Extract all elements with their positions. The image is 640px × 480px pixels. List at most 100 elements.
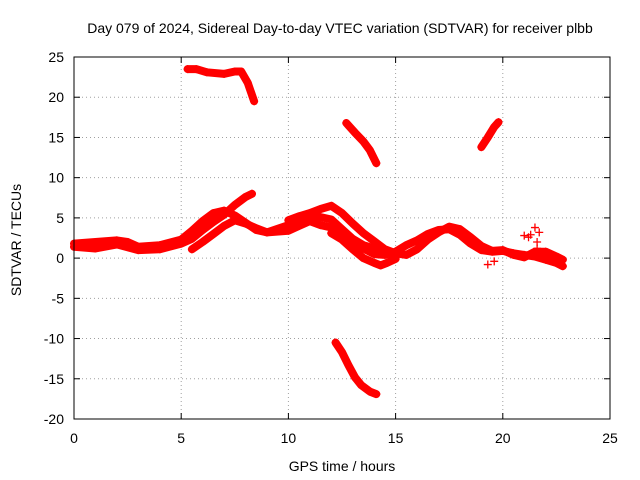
data-point: [466, 233, 475, 242]
data-point: [220, 221, 229, 230]
data-point: [192, 65, 201, 74]
data-point: [526, 230, 535, 239]
y-axis-label: SDTVAR / TECUs: [8, 184, 24, 296]
data-point: [391, 254, 400, 263]
data-point: [455, 225, 464, 234]
data-point: [183, 65, 192, 74]
y-tick-label: 15: [48, 129, 64, 145]
data-point: [327, 215, 336, 224]
data-point: [477, 143, 486, 152]
data-point: [376, 261, 385, 270]
y-tick-label: -20: [44, 411, 64, 427]
data-point: [402, 241, 411, 250]
data-point: [483, 260, 492, 269]
y-tick-label: 25: [48, 49, 64, 65]
data-point: [338, 348, 346, 357]
data-point: [344, 361, 353, 370]
data-point: [383, 258, 392, 267]
data-point: [112, 240, 121, 249]
data-point: [305, 217, 314, 226]
data-point: [498, 246, 507, 255]
data-point: [252, 224, 261, 233]
data-point: [359, 244, 368, 253]
data-point: [187, 245, 196, 254]
data-point: [220, 69, 229, 78]
data-point: [370, 258, 379, 267]
data-point: [359, 137, 368, 146]
series-trace: [342, 119, 381, 168]
data-point: [220, 210, 229, 219]
data-point: [250, 97, 259, 106]
data-point: [198, 238, 207, 247]
data-point: [380, 245, 389, 254]
data-point: [533, 244, 542, 253]
series-track-g: [342, 118, 381, 168]
data-point: [342, 118, 351, 127]
x-tick-label: 15: [388, 430, 404, 446]
y-tick-label: 5: [56, 210, 64, 226]
series-track-d: [284, 201, 567, 264]
data-point: [530, 223, 539, 232]
data-point: [535, 228, 544, 237]
data-point: [509, 250, 518, 259]
data-point: [177, 239, 186, 248]
data-point: [520, 231, 529, 240]
x-tick-label: 0: [70, 430, 78, 446]
x-tick-label: 25: [602, 430, 618, 446]
data-point: [350, 373, 359, 382]
series-track-b: [70, 189, 256, 255]
data-point: [237, 67, 246, 76]
data-point: [198, 217, 207, 226]
plot-frame: [73, 56, 611, 420]
x-tick-label: 5: [177, 430, 185, 446]
data-point: [445, 222, 454, 231]
data-point: [423, 235, 432, 244]
data-point: [413, 245, 422, 254]
data-point: [372, 390, 381, 399]
data-point: [402, 250, 411, 259]
data-point: [539, 249, 548, 258]
data-point: [187, 234, 196, 243]
data-point: [348, 219, 357, 228]
data-point: [305, 209, 314, 218]
data-point: [198, 225, 207, 234]
data-point: [316, 221, 325, 230]
data-point: [359, 254, 368, 263]
data-point: [520, 253, 529, 262]
data-point: [490, 122, 499, 131]
series-track-i: [331, 338, 381, 399]
data-point: [359, 229, 368, 238]
data-point: [338, 209, 346, 218]
data-point: [488, 246, 497, 255]
data-point: [284, 216, 293, 225]
data-point: [134, 246, 143, 255]
data-point: [243, 78, 252, 87]
data-point: [202, 68, 211, 77]
series-trace: [477, 118, 503, 152]
y-tick-label: 20: [48, 89, 64, 105]
data-point: [295, 212, 304, 221]
y-tick-label: -10: [44, 331, 64, 347]
data-point: [365, 146, 374, 155]
data-point: [434, 228, 443, 237]
data-point: [316, 205, 325, 214]
x-tick-label: 10: [281, 430, 297, 446]
data-point: [357, 381, 366, 390]
data-point: [348, 237, 357, 246]
data-point: [348, 245, 357, 254]
series-track-f: [183, 65, 259, 106]
data-point: [477, 242, 486, 251]
data-point: [247, 189, 256, 198]
data-point: [241, 192, 250, 201]
y-tick-label: -5: [52, 290, 65, 306]
data-point: [187, 226, 196, 235]
data-point: [209, 217, 218, 226]
data-point: [494, 118, 503, 127]
data-point: [541, 255, 550, 264]
data-series: [70, 65, 567, 399]
data-point: [327, 229, 336, 238]
data-point: [230, 201, 239, 210]
x-tick-labels: 0 5 10 15 20 25: [70, 430, 618, 446]
data-point: [316, 213, 325, 222]
chart-title: Day 079 of 2024, Sidereal Day-to-day VTE…: [87, 20, 593, 36]
